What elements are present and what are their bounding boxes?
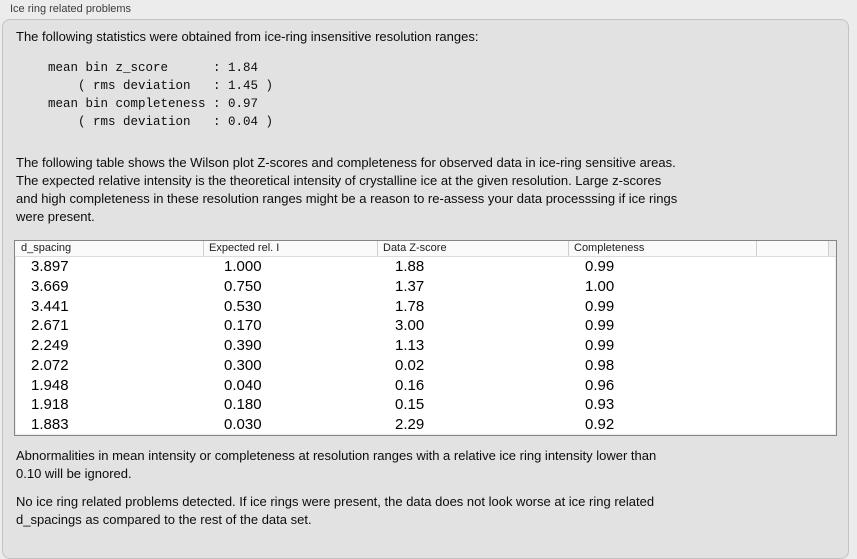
cell-completeness: 0.99 <box>585 297 615 315</box>
cell-d-spacing: 2.249 <box>31 337 69 355</box>
cell-expected-rel-i: 0.390 <box>224 337 262 355</box>
cell-d-spacing: 3.669 <box>31 277 69 295</box>
cell-empty <box>756 356 836 376</box>
cell-empty <box>756 415 836 435</box>
cell-completeness: 0.99 <box>585 258 615 275</box>
cell-expected-rel-i: 0.170 <box>224 317 262 335</box>
table-description: The following table shows the Wilson plo… <box>16 155 678 224</box>
cell-d-spacing: 1.918 <box>31 396 69 414</box>
cell-data-z-score: 2.29 <box>395 416 425 434</box>
cell-d-spacing: 2.072 <box>31 356 69 374</box>
cell-completeness: 0.92 <box>585 416 615 434</box>
ice-ring-table[interactable]: d_spacing Expected rel. I Data Z-score C… <box>14 240 837 436</box>
column-header-d-spacing[interactable]: d_spacing <box>21 242 72 254</box>
cell-completeness: 0.98 <box>585 356 615 374</box>
cell-completeness: 0.93 <box>585 396 615 414</box>
conclusion-text: No ice ring related problems detected. I… <box>16 493 655 527</box>
cell-expected-rel-i: 0.300 <box>224 356 262 374</box>
cell-expected-rel-i: 0.040 <box>224 376 262 394</box>
cell-empty <box>756 257 836 277</box>
cell-expected-rel-i: 0.030 <box>224 416 262 434</box>
cell-expected-rel-i: 0.530 <box>224 297 262 315</box>
cell-empty <box>756 395 836 415</box>
cell-data-z-score: 1.13 <box>395 337 425 355</box>
cell-expected-rel-i: 0.750 <box>224 277 262 295</box>
table-row[interactable]: 1.883 0.030 2.29 0.92 <box>15 415 836 435</box>
cell-data-z-score: 1.78 <box>395 297 425 315</box>
cell-data-z-score: 3.00 <box>395 317 425 335</box>
cell-data-z-score: 0.02 <box>395 356 425 374</box>
cell-d-spacing: 1.948 <box>31 376 69 394</box>
cell-empty <box>756 297 836 317</box>
cell-empty <box>756 316 836 336</box>
table-row[interactable]: 3.897 1.000 1.88 0.99 <box>15 257 836 277</box>
cell-completeness: 0.99 <box>585 337 615 355</box>
table-row[interactable]: 3.669 0.750 1.37 1.00 <box>15 277 836 297</box>
table-row[interactable]: 2.249 0.390 1.13 0.99 <box>15 336 836 356</box>
cell-empty <box>756 336 836 356</box>
ice-ring-group-box: The following statistics were obtained f… <box>2 19 849 559</box>
cell-completeness: 0.99 <box>585 317 615 335</box>
cell-d-spacing: 1.883 <box>31 416 69 434</box>
table-row[interactable]: 2.072 0.300 0.02 0.98 <box>15 356 836 376</box>
cell-empty <box>756 277 836 297</box>
cell-data-z-score: 1.88 <box>395 258 425 275</box>
table-row[interactable]: 2.671 0.170 3.00 0.99 <box>15 316 836 336</box>
cell-d-spacing: 3.441 <box>31 297 69 315</box>
cell-expected-rel-i: 0.180 <box>224 396 262 414</box>
cell-data-z-score: 0.16 <box>395 376 425 394</box>
column-header-data-z-score[interactable]: Data Z-score <box>377 241 568 256</box>
cell-completeness: 1.00 <box>585 277 615 295</box>
column-header-completeness[interactable]: Completeness <box>568 241 756 256</box>
cell-data-z-score: 0.15 <box>395 396 425 414</box>
table-row[interactable]: 3.441 0.530 1.78 0.99 <box>15 297 836 317</box>
column-header-expected-rel-i[interactable]: Expected rel. I <box>203 241 377 256</box>
table-header: d_spacing Expected rel. I Data Z-score C… <box>15 241 836 257</box>
stats-block: mean bin z_score : 1.84 ( rms deviation … <box>48 61 274 129</box>
cell-d-spacing: 3.897 <box>31 258 69 275</box>
cell-empty <box>756 376 836 396</box>
table-row[interactable]: 1.918 0.180 0.15 0.93 <box>15 395 836 415</box>
ignore-note: Abnormalities in mean intensity or compl… <box>16 447 657 481</box>
cell-data-z-score: 1.37 <box>395 277 425 295</box>
cell-expected-rel-i: 1.000 <box>224 258 262 275</box>
header-scrollbar-corner <box>828 241 836 256</box>
table-row[interactable]: 1.948 0.040 0.16 0.96 <box>15 376 836 396</box>
cell-d-spacing: 2.671 <box>31 317 69 335</box>
intro-text: The following statistics were obtained f… <box>16 29 479 44</box>
cell-completeness: 0.96 <box>585 376 615 394</box>
column-header-empty <box>756 241 828 256</box>
section-title: Ice ring related problems <box>10 3 132 15</box>
table-body: 3.897 1.000 1.88 0.99 3.669 0.750 1.37 1… <box>15 257 836 435</box>
